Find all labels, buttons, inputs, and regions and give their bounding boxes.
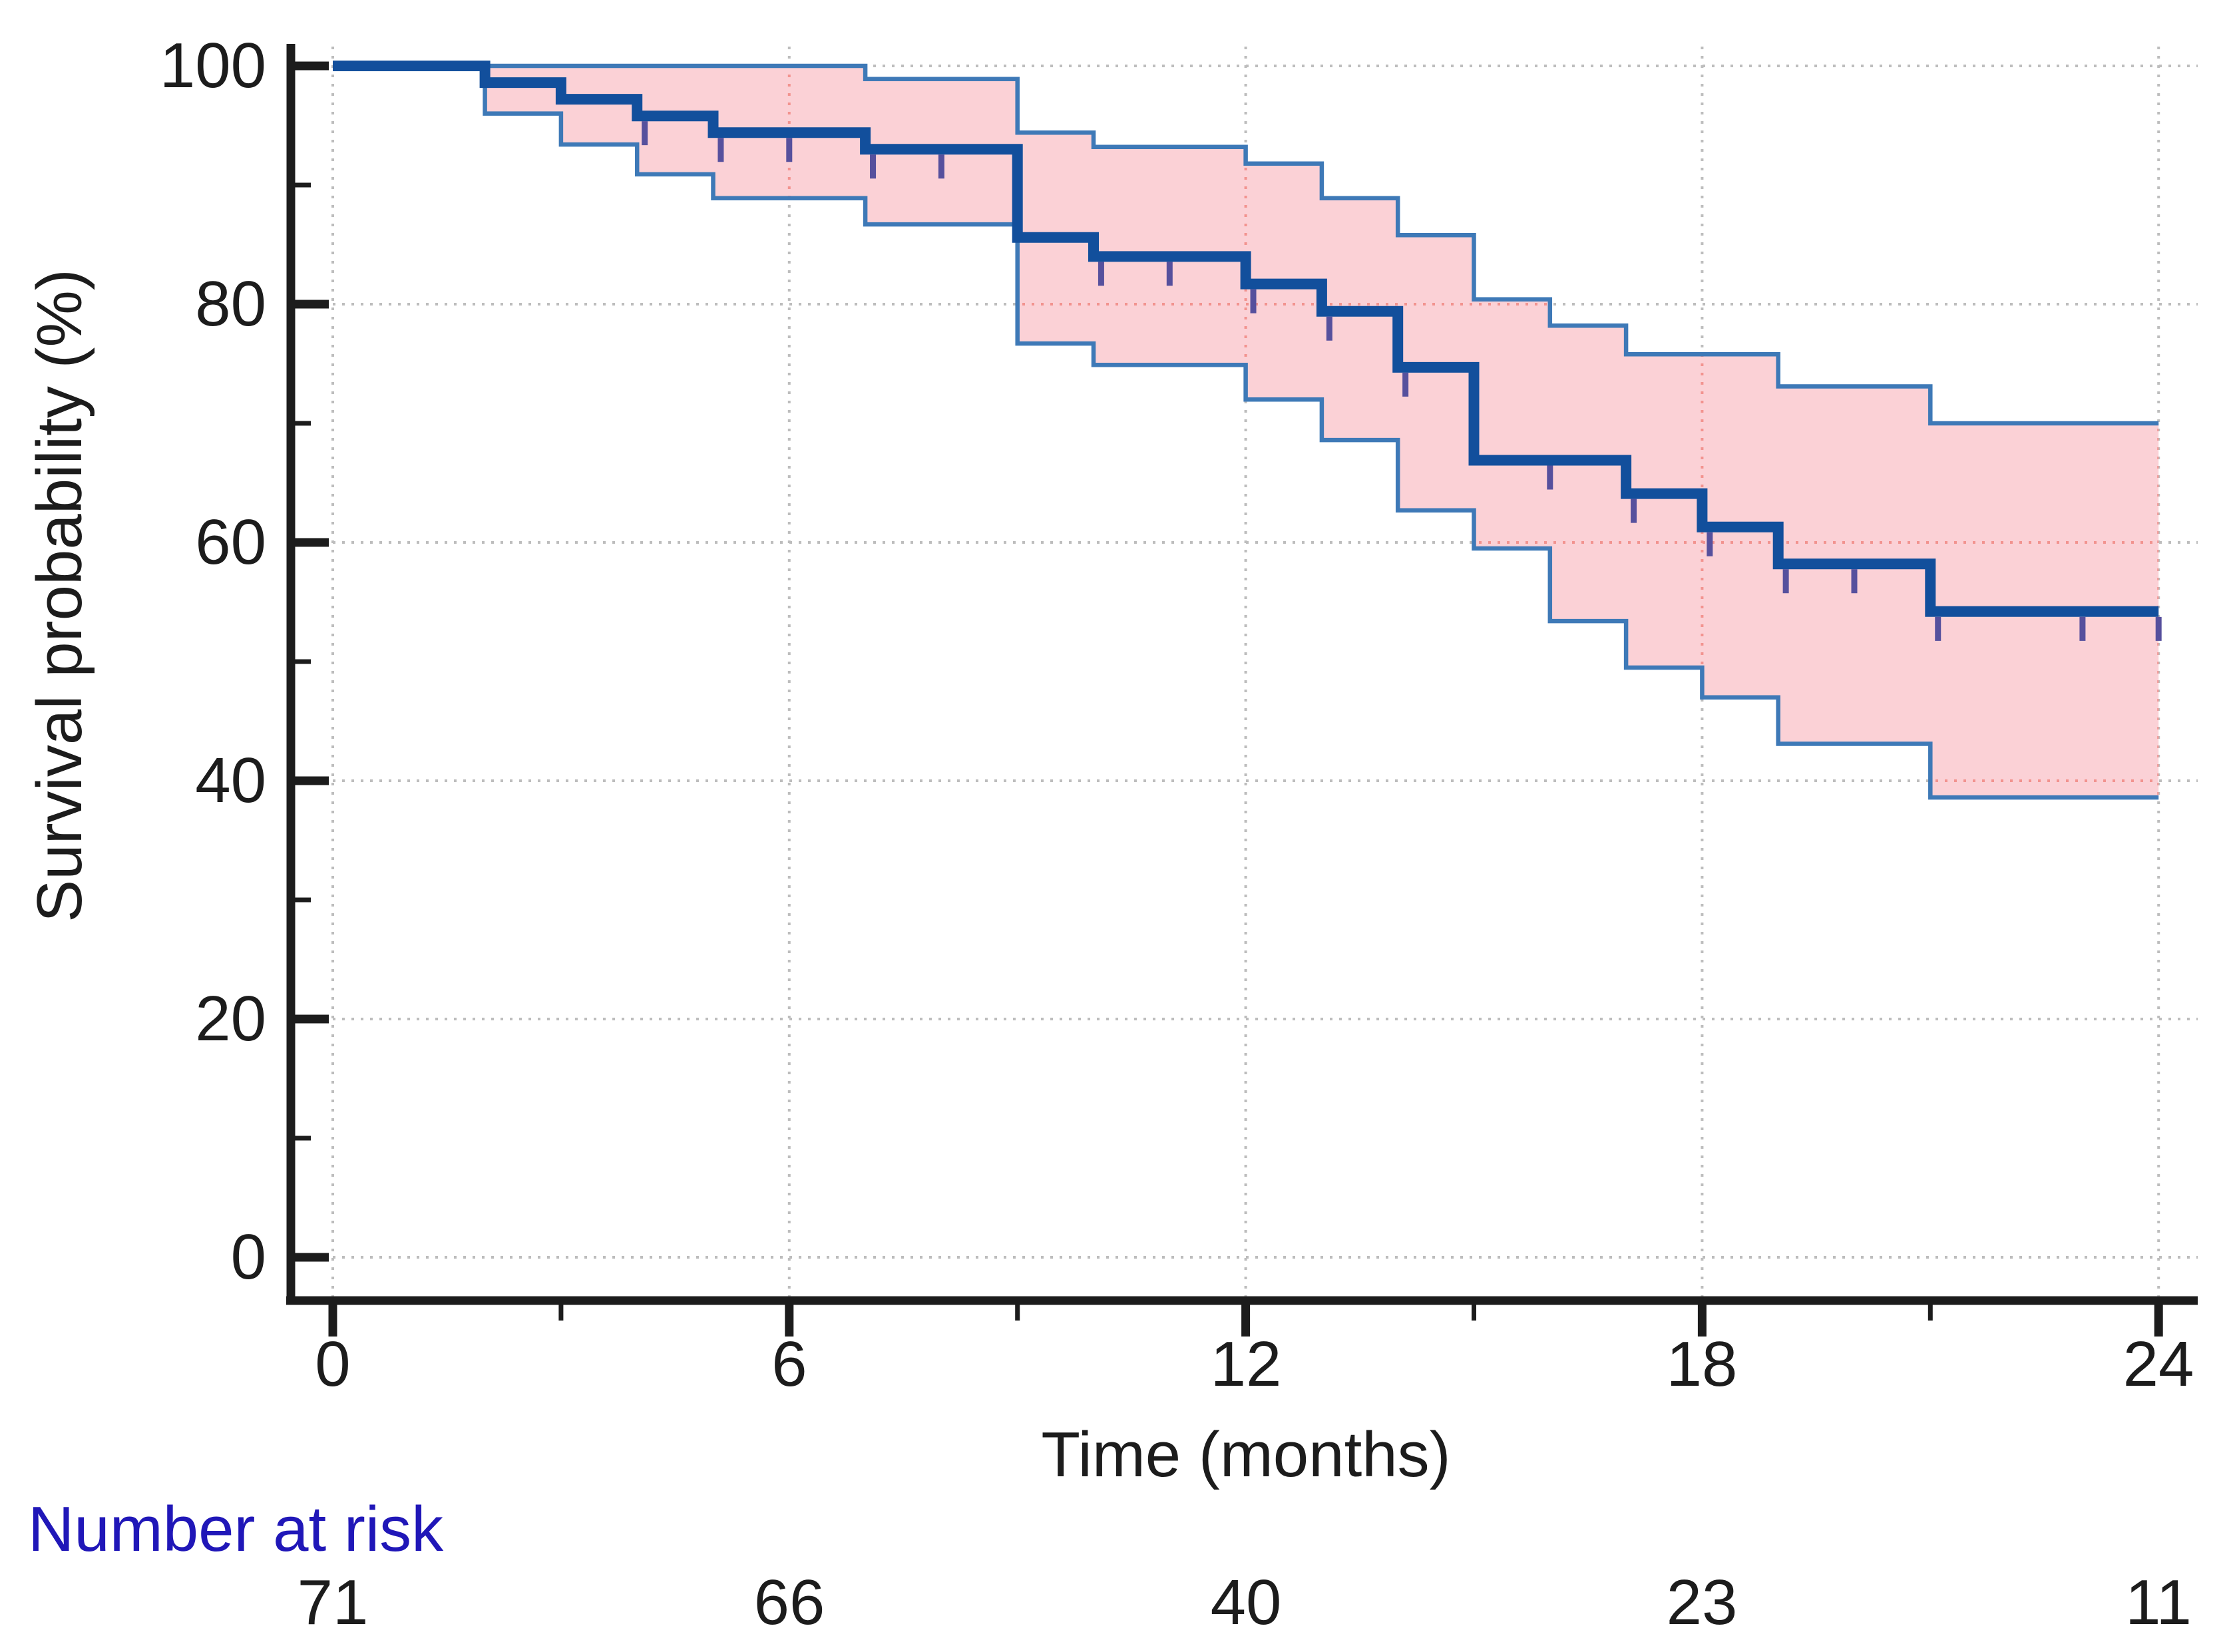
- y-tick-label-80: 80: [195, 268, 266, 339]
- risk-count-t6: 66: [753, 1567, 825, 1638]
- x-tick-label-6: 6: [771, 1329, 807, 1400]
- y-tick-label-60: 60: [195, 507, 266, 578]
- x-tick-label-12: 12: [1210, 1329, 1282, 1400]
- y-tick-label-100: 100: [159, 30, 266, 101]
- ci-upper-border: [485, 63, 2159, 426]
- y-tick-label-20: 20: [195, 983, 266, 1054]
- y-tick-label-40: 40: [195, 745, 266, 816]
- risk-count-t24: 11: [2125, 1567, 2192, 1638]
- risk-count-t18: 23: [1666, 1567, 1738, 1638]
- x-tick-label-18: 18: [1666, 1329, 1738, 1400]
- ci-lower-border: [483, 66, 2159, 800]
- censor-ticks: [642, 121, 2162, 641]
- x-tick-label-0: 0: [315, 1329, 351, 1400]
- y-tick-label-0: 0: [230, 1221, 266, 1293]
- number-at-risk-label: Number at risk: [28, 1494, 444, 1565]
- axes: [286, 44, 2198, 1337]
- y-axis-title: Survival probability (%): [24, 269, 95, 923]
- risk-count-t12: 40: [1210, 1567, 1282, 1638]
- risk-count-t0: 71: [297, 1567, 369, 1638]
- x-axis-title: Time (months): [1041, 1419, 1451, 1490]
- x-tick-label-24: 24: [2123, 1329, 2194, 1400]
- survival-curve: [333, 61, 2159, 617]
